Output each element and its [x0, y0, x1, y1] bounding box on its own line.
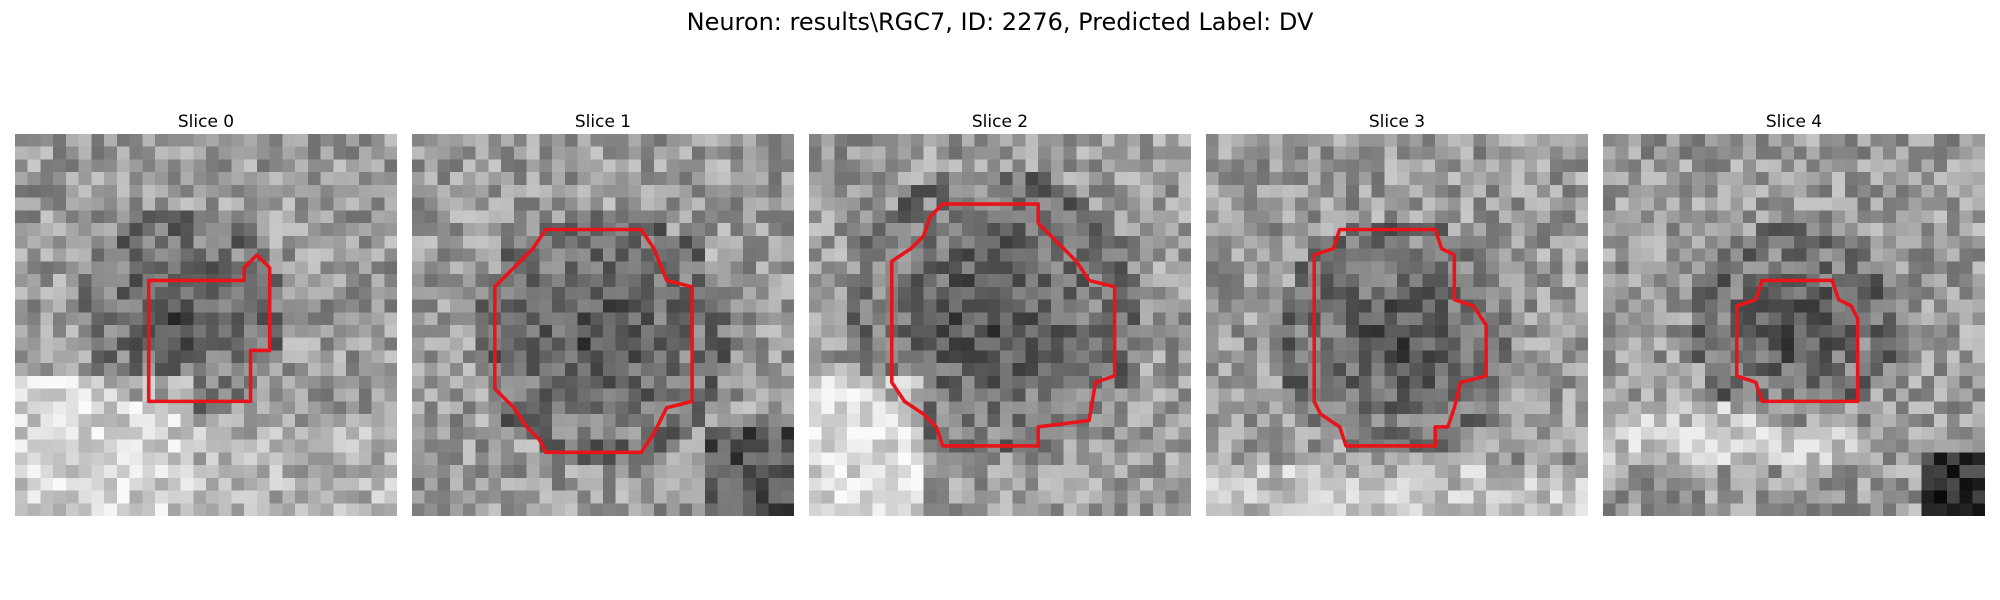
slice-panel-3: Slice 3 [1206, 110, 1588, 516]
slice-image [1206, 134, 1588, 516]
slice-image [412, 134, 794, 516]
slice-panel-2: Slice 2 [809, 110, 1191, 516]
slice-title: Slice 1 [574, 112, 632, 132]
slice-title: Slice 0 [177, 112, 235, 132]
roi-contour [1734, 278, 1860, 404]
roi-contour [492, 227, 694, 455]
slice-title: Slice 3 [1368, 112, 1426, 132]
slice-image [15, 134, 397, 516]
roi-contour [146, 253, 272, 404]
figure-title: Neuron: results\RGC7, ID: 2276, Predicte… [686, 8, 1314, 36]
roi-contour [1312, 227, 1488, 448]
slice-image [809, 134, 1191, 516]
slice-image [1603, 134, 1985, 516]
slice-title: Slice 4 [1765, 112, 1823, 132]
slice-panel-1: Slice 1 [412, 110, 794, 516]
slice-panel-4: Slice 4 [1603, 110, 1985, 516]
roi-contour [889, 202, 1117, 448]
slice-title: Slice 2 [971, 112, 1029, 132]
slice-panel-0: Slice 0 [15, 110, 397, 516]
